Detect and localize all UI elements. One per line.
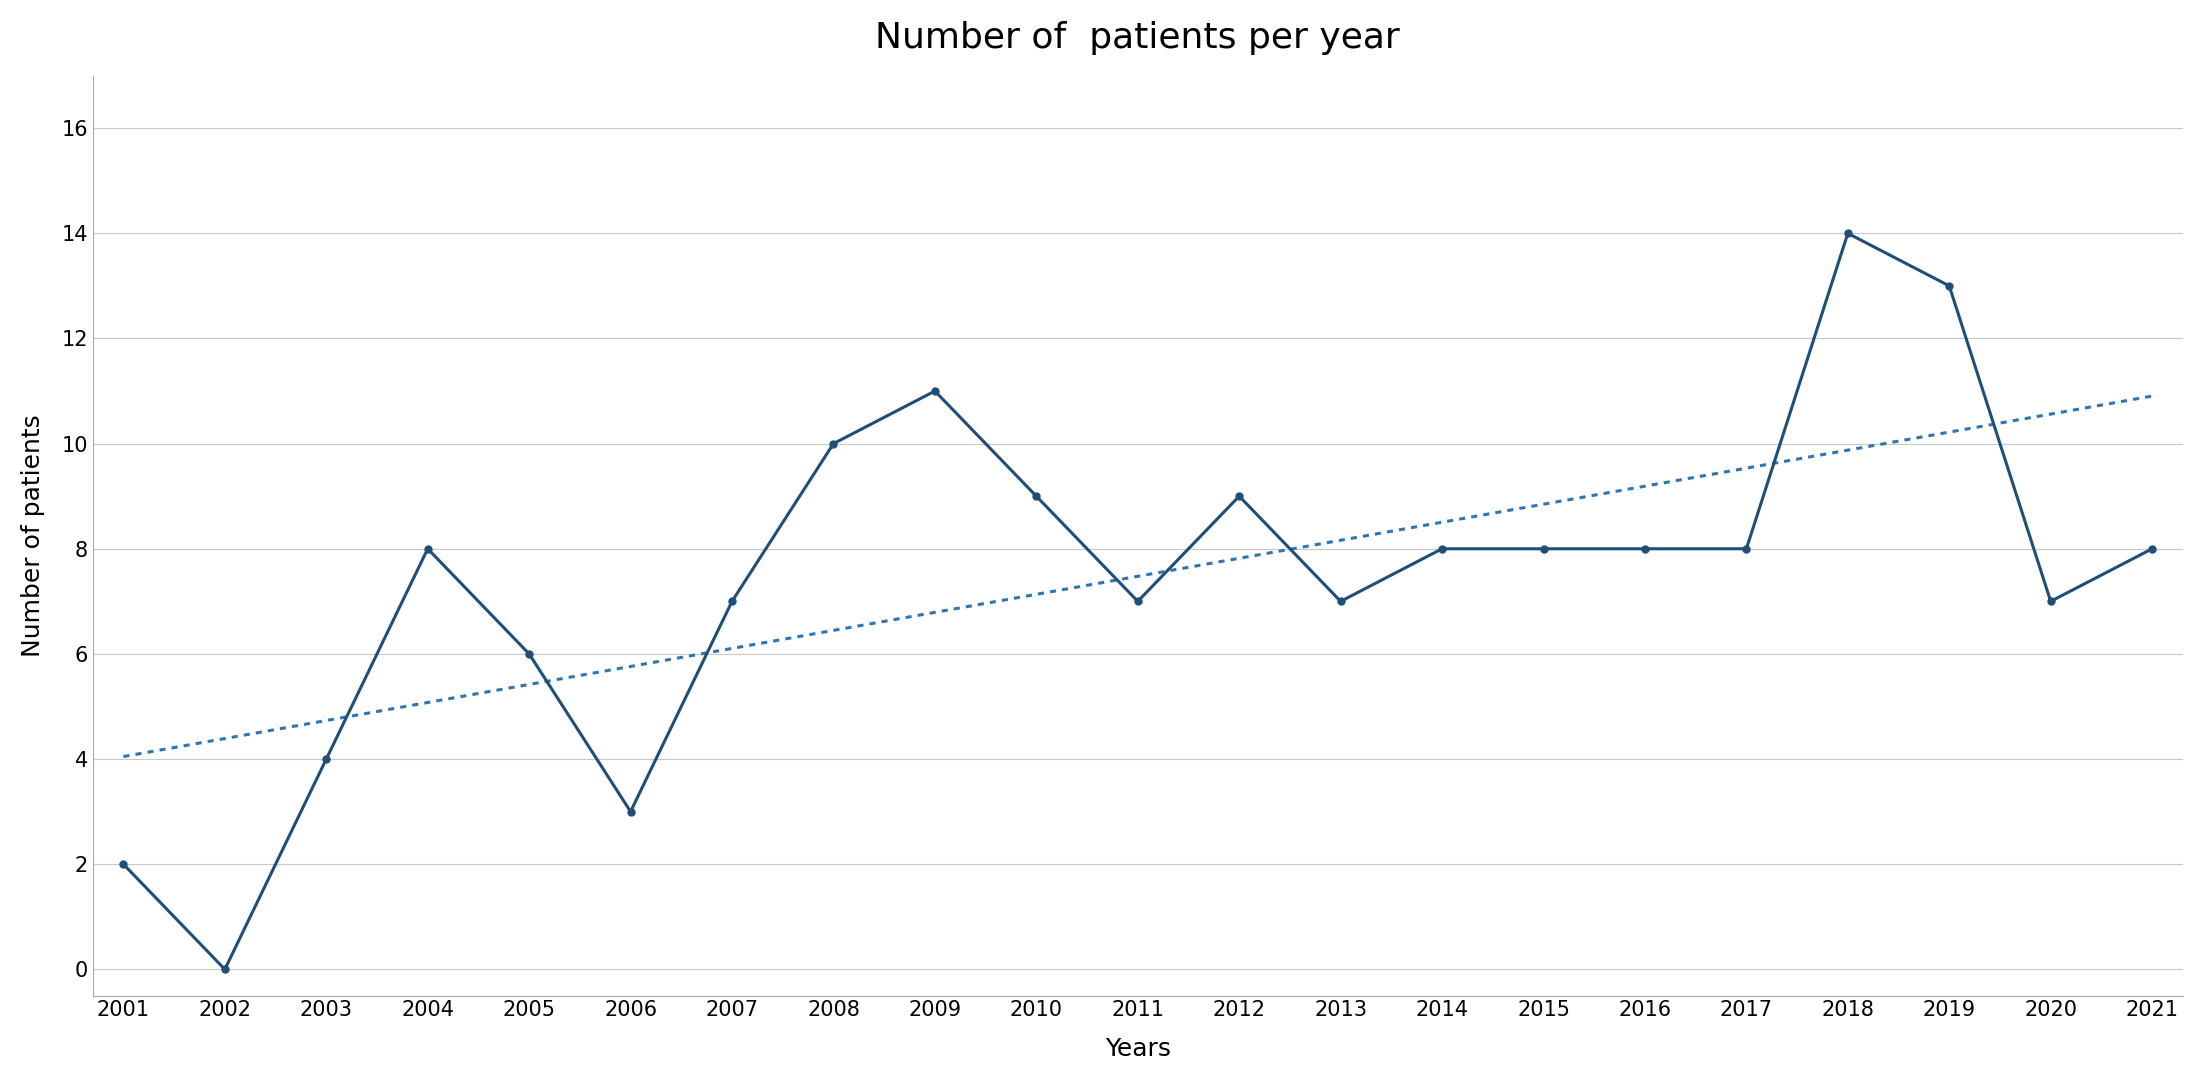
X-axis label: Years: Years xyxy=(1105,1038,1171,1061)
Title: Number of  patients per year: Number of patients per year xyxy=(875,21,1400,55)
Y-axis label: Number of patients: Number of patients xyxy=(20,414,44,657)
